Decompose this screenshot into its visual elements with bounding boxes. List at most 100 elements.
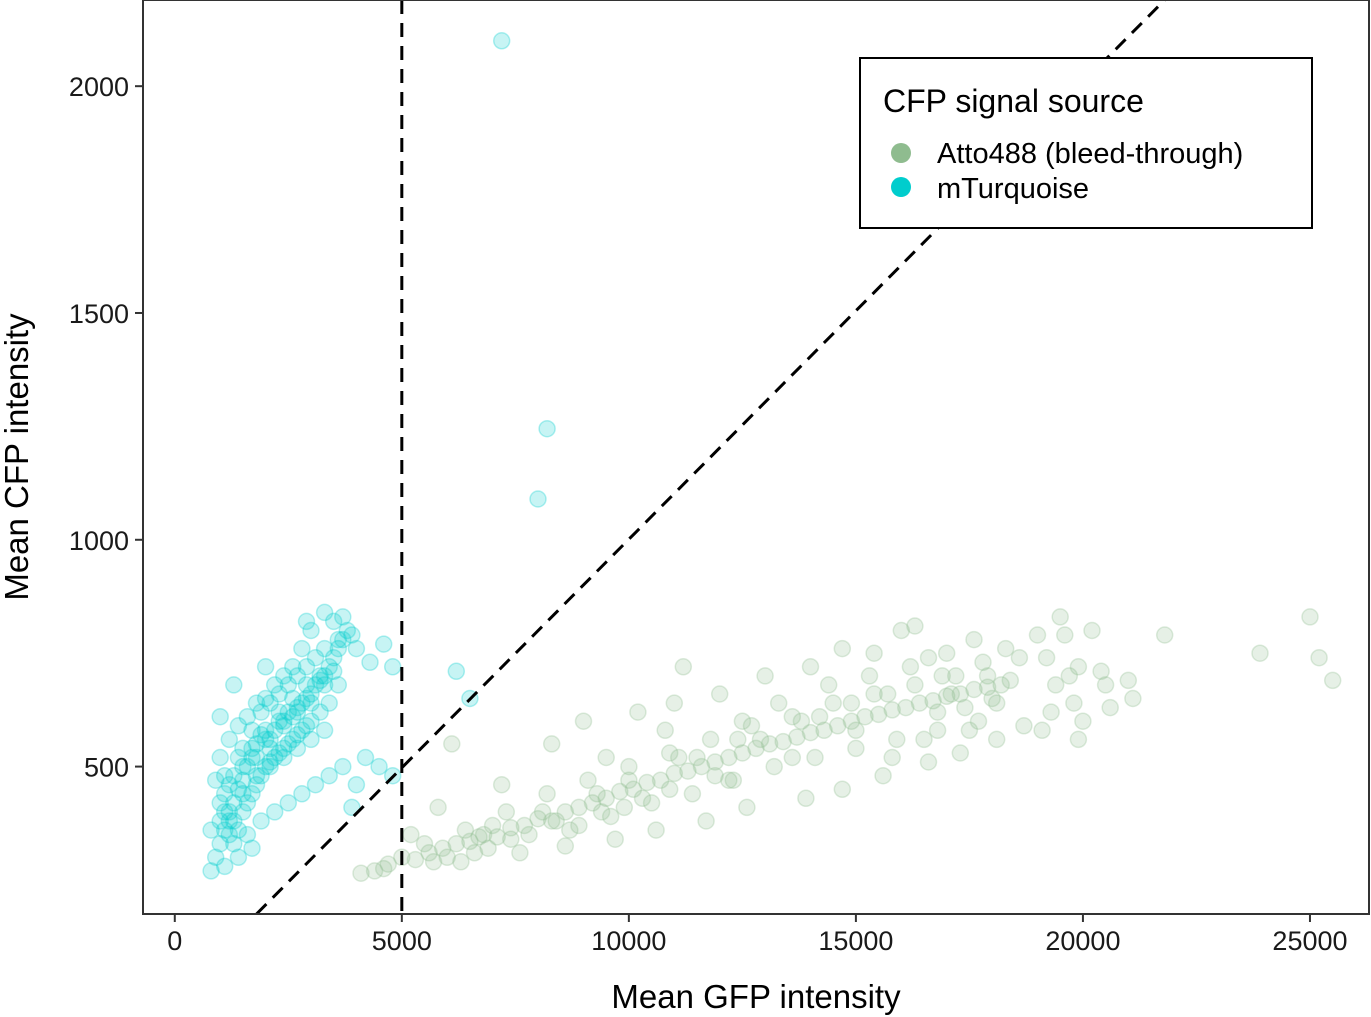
data-point: [206, 848, 225, 867]
data-point: [701, 730, 720, 749]
data-point: [315, 639, 334, 658]
data-point: [819, 676, 838, 694]
data-point: [542, 735, 561, 753]
data-point: [234, 739, 252, 758]
data-point: [797, 789, 815, 808]
data-point: [406, 850, 425, 869]
data-point: [720, 748, 738, 767]
data-point: [520, 825, 538, 844]
data-point: [483, 816, 502, 835]
data-point: [297, 717, 316, 735]
data-point: [302, 694, 320, 712]
x-tick-label: 0: [167, 926, 182, 956]
data-point: [502, 830, 520, 848]
data-point: [488, 828, 506, 846]
data-point: [324, 612, 343, 631]
data-point: [302, 685, 320, 703]
data-point: [583, 794, 602, 812]
data-point: [833, 780, 852, 799]
data-point: [288, 739, 307, 758]
data-point: [856, 707, 874, 726]
data-point: [1119, 671, 1138, 690]
data-point: [492, 775, 511, 794]
data-point: [284, 707, 302, 726]
data-point: [234, 771, 252, 789]
data-point: [261, 739, 279, 758]
data-point: [547, 812, 565, 830]
data-point: [320, 658, 338, 676]
data-point: [243, 748, 261, 767]
x-tick-label: 25000: [1272, 926, 1347, 956]
data-point: [697, 812, 715, 830]
x-tick-label: 5000: [372, 926, 432, 956]
data-point: [256, 757, 275, 776]
data-point: [229, 821, 248, 839]
data-point: [574, 712, 593, 730]
data-point: [320, 694, 338, 712]
data-point: [665, 694, 684, 712]
legend-key-atto488: [891, 143, 911, 163]
data-point: [420, 844, 438, 862]
data-point: [229, 848, 248, 867]
data-point: [733, 744, 752, 762]
data-point: [215, 821, 234, 839]
data-point: [878, 685, 897, 703]
data-point: [874, 766, 892, 785]
data-point: [256, 721, 275, 740]
data-point: [306, 775, 325, 794]
data-point: [252, 812, 270, 830]
data-point: [452, 853, 470, 871]
data-point: [270, 703, 288, 721]
data-point: [243, 839, 261, 857]
data-point: [270, 685, 288, 703]
data-point: [275, 748, 293, 767]
data-point: [275, 712, 293, 730]
data-point: [833, 639, 852, 658]
data-point: [842, 712, 861, 730]
data-point: [261, 694, 279, 712]
data-point: [347, 775, 366, 794]
points-layer: [202, 32, 1342, 882]
data-point: [915, 730, 933, 749]
legend-label-mturquoise: mTurquoise: [937, 173, 1089, 205]
data-point: [679, 762, 697, 780]
data-point: [497, 803, 516, 821]
data-point: [751, 730, 770, 749]
data-point: [279, 703, 298, 721]
data-point: [356, 748, 375, 767]
data-point: [247, 694, 266, 712]
data-point: [225, 676, 243, 694]
data-point: [897, 698, 915, 717]
data-point: [238, 757, 257, 776]
data-point: [1155, 626, 1174, 644]
data-point: [692, 757, 711, 776]
data-point: [256, 689, 275, 708]
data-point: [447, 834, 466, 853]
data-point: [502, 819, 520, 837]
legend: CFP signal source Atto488 (bleed-through…: [859, 57, 1313, 229]
data-point: [265, 676, 284, 694]
data-point: [447, 662, 466, 681]
data-point: [1310, 648, 1328, 667]
data-point: [320, 766, 338, 785]
data-point: [865, 685, 883, 703]
data-point: [379, 855, 397, 873]
data-point: [774, 732, 792, 751]
data-point: [647, 821, 665, 839]
data-point: [947, 667, 965, 685]
data-point: [238, 707, 257, 726]
data-point: [279, 676, 298, 694]
data-point: [865, 644, 883, 662]
data-point: [620, 771, 638, 789]
data-point: [215, 785, 234, 803]
legend-label-atto488: Atto488 (bleed-through): [937, 138, 1243, 170]
data-point: [247, 766, 266, 785]
data-point: [933, 667, 951, 685]
data-point: [352, 864, 370, 882]
data-point: [1046, 676, 1065, 694]
data-point: [288, 726, 307, 744]
data-point: [710, 685, 729, 703]
data-point: [606, 830, 624, 848]
data-point: [769, 694, 788, 712]
data-point: [252, 703, 270, 721]
